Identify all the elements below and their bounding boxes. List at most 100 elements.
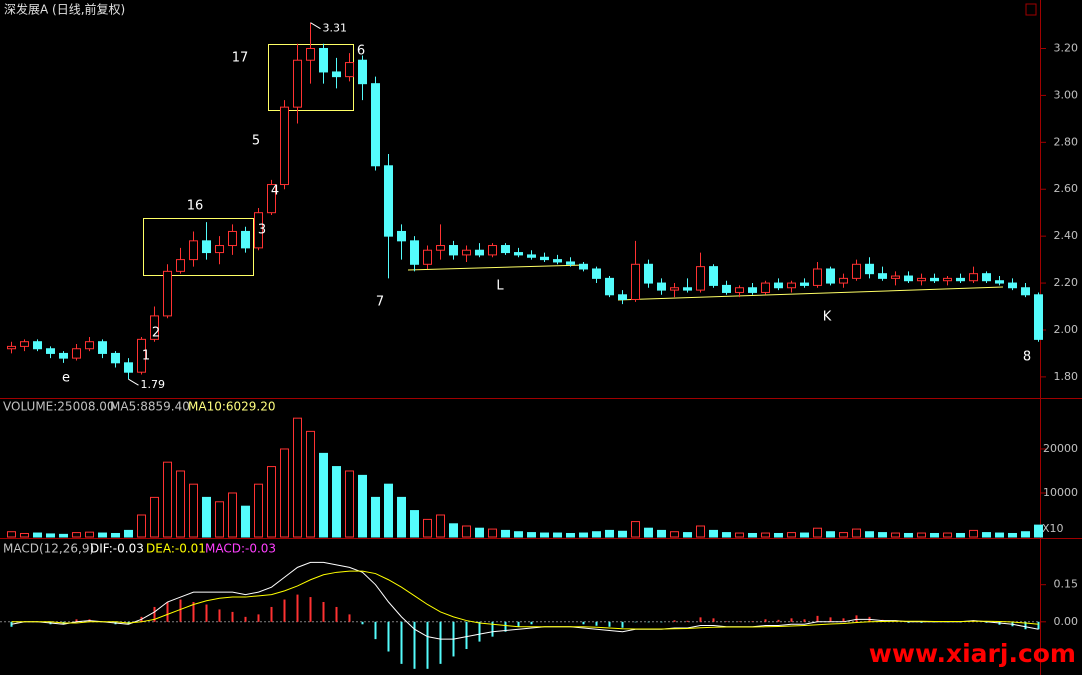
trend-line	[617, 286, 1004, 301]
volume-bar	[709, 529, 718, 538]
candle-body	[176, 259, 185, 272]
volume-bar	[956, 532, 965, 538]
volume-bar	[1021, 531, 1030, 538]
volume-bar	[683, 532, 692, 538]
candle-body	[488, 245, 497, 256]
candle-body	[436, 245, 445, 251]
annotation: 1	[142, 349, 150, 364]
candle-body	[891, 275, 900, 279]
volume-bar	[397, 496, 406, 538]
candle-body	[917, 277, 926, 282]
candle-body	[189, 240, 198, 261]
volume-bar	[930, 532, 939, 538]
volume-bar	[904, 532, 913, 538]
volume-header: VOLUME:25008.00	[3, 400, 115, 414]
volume-bar	[267, 466, 276, 538]
trend-line	[407, 264, 586, 271]
candle-body	[449, 245, 458, 256]
candle-body	[748, 287, 757, 293]
candle-body	[839, 277, 848, 284]
candle-body	[358, 59, 367, 85]
high-label: 3.31	[323, 22, 348, 35]
y-tick-label: 2.80	[1054, 135, 1079, 148]
volume-bar	[137, 514, 146, 538]
volume-bar	[800, 532, 809, 538]
candle-body	[540, 256, 549, 261]
candle-body	[46, 348, 55, 354]
volume-bar	[59, 533, 68, 538]
volume-bar	[722, 532, 731, 538]
candle-body	[696, 266, 705, 291]
candle-body	[137, 338, 146, 373]
candle-body	[618, 294, 627, 300]
pointer	[128, 378, 139, 386]
macd-header: MACD(12,26,9)	[3, 542, 94, 556]
candle-body	[1034, 294, 1043, 340]
candle-body	[241, 230, 250, 249]
volume-bar	[7, 531, 16, 538]
volume-bar	[306, 430, 315, 538]
volume-bar	[774, 532, 783, 538]
volume-bar	[501, 529, 510, 538]
candle-body	[800, 282, 809, 286]
volume-bar	[33, 532, 42, 538]
volume-bar	[215, 501, 224, 538]
volume-bar	[826, 531, 835, 538]
candle-body	[657, 282, 666, 291]
candle-body	[826, 268, 835, 284]
candle-body	[553, 259, 562, 263]
y-tick-label: 10000	[1043, 486, 1078, 499]
y-tick-label: 2.20	[1054, 276, 1079, 289]
candle-body	[566, 261, 575, 265]
box	[143, 218, 254, 276]
volume-bar	[410, 510, 419, 538]
candle-body	[527, 254, 536, 258]
candle-body	[956, 277, 965, 282]
volume-bar	[150, 496, 159, 538]
candle-body	[852, 263, 861, 279]
candle-body	[969, 273, 978, 282]
candle-body	[345, 62, 354, 78]
y-tick-label: 3.20	[1054, 41, 1079, 54]
candle-body	[943, 277, 952, 282]
volume-bar	[1034, 524, 1043, 538]
volume-bar	[553, 532, 562, 538]
volume-bar	[657, 529, 666, 538]
annotation: 5	[252, 134, 260, 149]
annotation: 2	[152, 326, 160, 341]
candle-body	[592, 268, 601, 279]
volume-bar	[670, 531, 679, 538]
volume-bar	[358, 474, 367, 538]
annotation: 16	[187, 199, 204, 214]
candle-body	[631, 263, 640, 300]
volume-bar	[1008, 532, 1017, 538]
volume-bar	[124, 529, 133, 538]
volume-multiplier: X10	[1042, 522, 1064, 535]
candle-body	[761, 282, 770, 293]
candle-body	[774, 282, 783, 289]
volume-bar	[566, 532, 575, 538]
candle-body	[397, 230, 406, 242]
candle-body	[371, 83, 380, 167]
volume-bar	[787, 532, 796, 538]
y-tick-label: 0.00	[1054, 615, 1079, 628]
volume-bar	[241, 505, 250, 538]
volume-bar	[423, 518, 432, 538]
candle-body	[501, 245, 510, 254]
candle-body	[709, 266, 718, 286]
low-label: 1.79	[141, 378, 166, 391]
volume-bar	[20, 532, 29, 538]
annotation: 4	[271, 184, 279, 199]
volume-bar	[514, 531, 523, 538]
annotation: 7	[376, 295, 384, 310]
candle-body	[280, 106, 289, 186]
volume-bar	[332, 466, 341, 538]
candle-body	[904, 275, 913, 282]
volume-bar	[280, 448, 289, 538]
candle-body	[7, 345, 16, 350]
volume-bar	[579, 532, 588, 538]
candle-body	[930, 277, 939, 282]
volume-bar	[449, 523, 458, 538]
window-button[interactable]	[1025, 3, 1037, 16]
volume-bar	[228, 492, 237, 538]
